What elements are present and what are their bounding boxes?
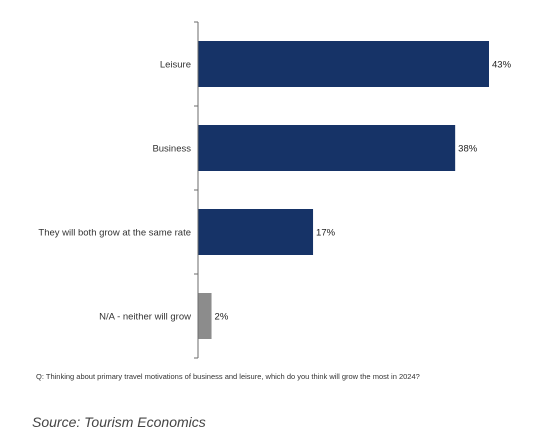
- bar: [198, 293, 212, 339]
- category-label: They will both grow at the same rate: [38, 228, 191, 239]
- bar: [198, 41, 489, 87]
- category-label: Leisure: [160, 60, 191, 71]
- data-label: 17%: [316, 228, 336, 239]
- survey-question: Q: Thinking about primary travel motivat…: [36, 372, 420, 381]
- category-label: N/A - neither will grow: [99, 312, 191, 323]
- data-label: 2%: [215, 312, 229, 323]
- bar: [198, 209, 314, 255]
- bar: [198, 125, 456, 171]
- source-note: Source: Tourism Economics: [32, 414, 206, 430]
- category-label: Business: [152, 144, 191, 155]
- data-label: 38%: [458, 144, 478, 155]
- axis-layer: [194, 21, 199, 359]
- bars-layer: [198, 41, 489, 339]
- labels-layer: Leisure 43% Business 38% They will both grow…: [38, 60, 511, 323]
- data-label: 43%: [492, 60, 512, 71]
